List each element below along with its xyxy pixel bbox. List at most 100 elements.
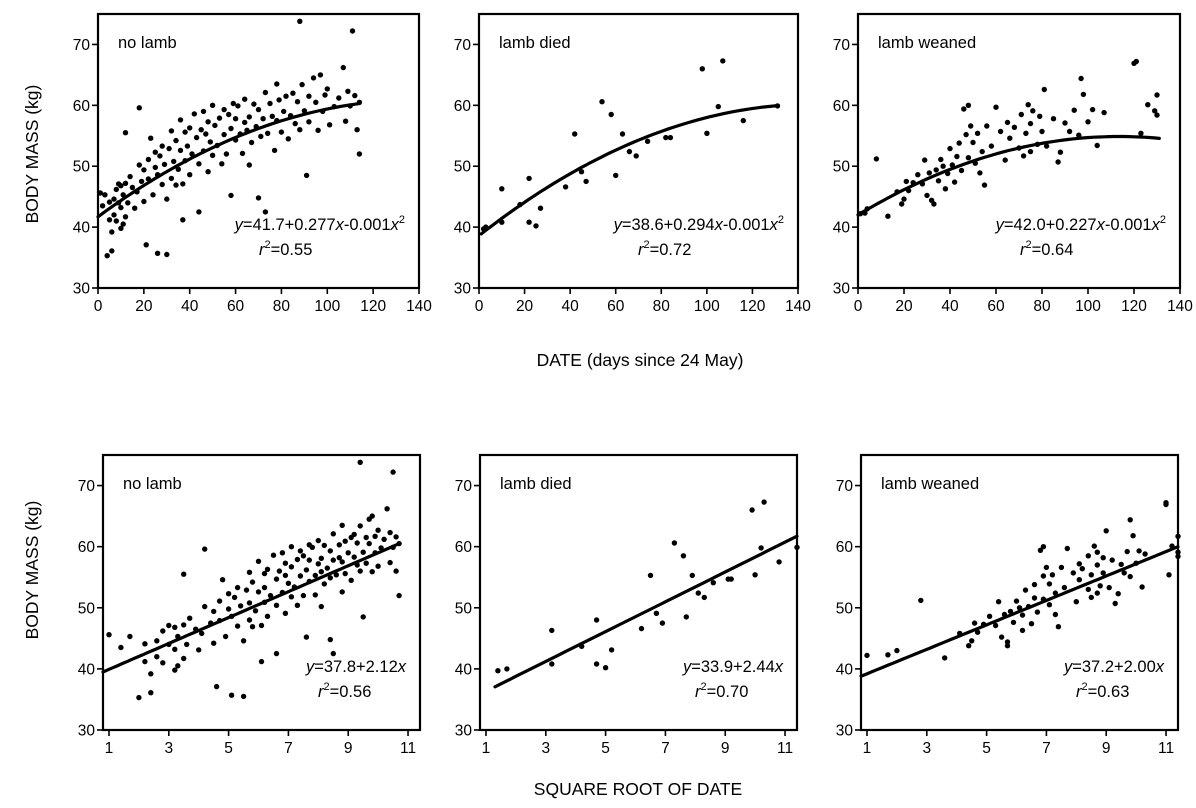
data-point bbox=[1127, 517, 1133, 523]
data-point bbox=[294, 602, 301, 608]
data-point bbox=[1007, 135, 1013, 141]
data-point bbox=[209, 102, 216, 109]
x-tick-label: 0 bbox=[475, 298, 484, 315]
data-point bbox=[118, 644, 124, 651]
data-point bbox=[255, 558, 262, 564]
data-point bbox=[205, 169, 211, 175]
data-point bbox=[258, 658, 265, 665]
data-point bbox=[173, 137, 179, 144]
data-point bbox=[360, 614, 366, 620]
data-point bbox=[1100, 570, 1106, 576]
data-point bbox=[113, 186, 120, 193]
data-point bbox=[285, 580, 292, 586]
data-point bbox=[177, 147, 184, 154]
data-point bbox=[683, 614, 689, 620]
data-point bbox=[578, 169, 585, 175]
data-point bbox=[242, 96, 248, 102]
data-point bbox=[282, 610, 289, 616]
equation-part: y bbox=[613, 216, 624, 234]
data-point bbox=[300, 553, 307, 559]
data-point bbox=[260, 116, 266, 122]
data-point bbox=[357, 523, 363, 529]
data-point bbox=[264, 613, 271, 619]
data-point bbox=[288, 594, 295, 600]
x-tick-label: 120 bbox=[1121, 298, 1147, 315]
data-point bbox=[288, 564, 295, 570]
data-point bbox=[1080, 91, 1087, 98]
data-point bbox=[903, 178, 909, 185]
data-point bbox=[306, 119, 312, 125]
data-point bbox=[969, 638, 975, 644]
data-point bbox=[243, 587, 250, 593]
data-point bbox=[175, 166, 181, 172]
data-point bbox=[161, 161, 168, 168]
data-point bbox=[330, 557, 336, 563]
data-point bbox=[143, 242, 149, 248]
data-point bbox=[633, 153, 639, 159]
data-point bbox=[160, 628, 166, 634]
equation-part: y bbox=[682, 658, 693, 676]
equation-part: 2 bbox=[1160, 214, 1166, 226]
data-point bbox=[184, 143, 191, 149]
data-point bbox=[977, 170, 983, 176]
data-point bbox=[931, 201, 937, 207]
x-tick-label: 9 bbox=[1102, 740, 1111, 757]
data-point bbox=[333, 572, 339, 578]
data-point bbox=[1018, 111, 1024, 118]
data-point bbox=[152, 149, 158, 155]
data-point bbox=[164, 196, 170, 202]
data-point bbox=[1139, 584, 1145, 590]
data-point bbox=[375, 563, 381, 569]
plot-frame bbox=[478, 453, 799, 732]
data-point bbox=[312, 572, 318, 579]
r-squared-part: r bbox=[318, 683, 325, 701]
data-point bbox=[647, 572, 654, 579]
data-point bbox=[1175, 533, 1181, 539]
equation-part: y bbox=[234, 216, 245, 234]
data-point bbox=[136, 694, 142, 701]
data-point bbox=[264, 566, 271, 572]
data-point bbox=[303, 172, 310, 179]
data-point bbox=[1085, 553, 1092, 559]
equation-part: -0.001 bbox=[1105, 216, 1152, 234]
data-point bbox=[626, 148, 633, 155]
data-point bbox=[269, 113, 275, 120]
data-point bbox=[1109, 557, 1115, 563]
x-tick-label: 11 bbox=[400, 740, 416, 757]
data-point bbox=[728, 576, 734, 582]
data-point bbox=[255, 195, 262, 201]
data-point bbox=[1152, 108, 1158, 114]
data-point bbox=[339, 522, 345, 528]
data-point bbox=[312, 592, 318, 598]
x-tick-label: 7 bbox=[661, 740, 670, 757]
data-point bbox=[384, 506, 390, 512]
data-point bbox=[1121, 570, 1127, 576]
data-point bbox=[794, 544, 800, 550]
data-point bbox=[1089, 106, 1096, 113]
y-tick-label: 50 bbox=[78, 600, 96, 617]
data-point bbox=[680, 553, 687, 559]
data-point bbox=[942, 186, 949, 192]
data-point bbox=[177, 117, 184, 123]
equation-part: 2 bbox=[778, 214, 784, 226]
data-point bbox=[1154, 112, 1160, 118]
x-tick-label: 5 bbox=[224, 740, 233, 757]
data-point bbox=[118, 183, 124, 189]
y-tick-label: 40 bbox=[73, 220, 91, 237]
data-point bbox=[390, 469, 396, 475]
data-point bbox=[349, 28, 356, 34]
data-point bbox=[1101, 109, 1107, 116]
data-point bbox=[974, 130, 981, 136]
data-point bbox=[776, 559, 782, 565]
data-point bbox=[258, 133, 264, 140]
data-point bbox=[187, 125, 193, 131]
data-point bbox=[1103, 528, 1109, 534]
data-point bbox=[181, 655, 187, 662]
data-point bbox=[267, 100, 273, 107]
x-tick-label: 0 bbox=[94, 298, 103, 315]
data-point bbox=[935, 178, 942, 184]
r-squared-part: 2 bbox=[324, 681, 330, 693]
data-point bbox=[111, 212, 117, 218]
data-point bbox=[695, 590, 701, 596]
